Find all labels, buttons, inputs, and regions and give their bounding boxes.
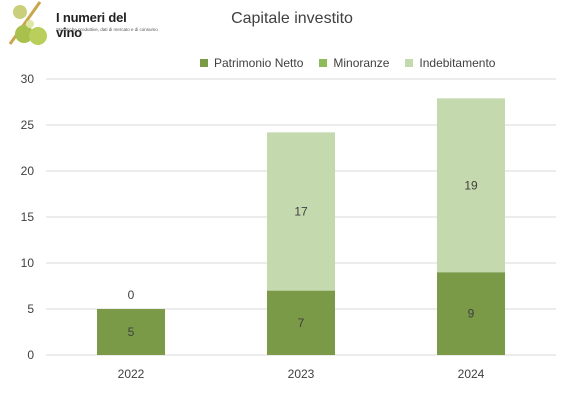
legend-label: Patrimonio Netto [214,56,304,70]
data-label: 19 [464,178,478,192]
legend: Patrimonio Netto Minoranze Indebitamento [200,56,495,70]
data-label: 0 [128,288,135,302]
chart-title: Capitale investito [231,10,353,27]
y-tick-label: 20 [21,164,35,178]
bar-segment [267,132,335,291]
logo-subtitle: Statistiche produttive, dati di mercato … [56,27,158,32]
bar-segment [437,272,505,355]
legend-swatch [319,59,328,67]
data-label: 7 [298,316,305,330]
y-tick-label: 10 [21,256,35,270]
x-tick-label: 2023 [288,367,315,381]
legend-label: Indebitamento [419,56,496,70]
y-tick-label: 5 [27,302,34,316]
y-tick-label: 30 [21,72,35,86]
data-label: 17 [294,204,308,218]
legend-item: Minoranze [319,56,389,70]
bar-segment [437,98,505,273]
legend-swatch [405,59,414,67]
wine-logo-icon [8,1,47,45]
data-label: 9 [468,307,475,321]
y-tick-label: 15 [21,210,35,224]
x-tick-label: 2022 [118,367,145,381]
bar-segment [267,290,335,355]
x-tick-label: 2024 [458,367,485,381]
y-tick-label: 0 [27,348,34,362]
legend-swatch [200,59,208,67]
logo-title: I numeri del vino [56,10,127,40]
y-tick-label: 25 [21,118,35,132]
legend-item: Patrimonio Netto [200,56,303,70]
bar-segment [97,309,165,355]
legend-item: Indebitamento [405,56,495,70]
legend-label: Minoranze [333,56,390,70]
logo: I numeri del vino Statistiche produttive… [0,0,158,50]
data-label: 5 [128,325,135,339]
